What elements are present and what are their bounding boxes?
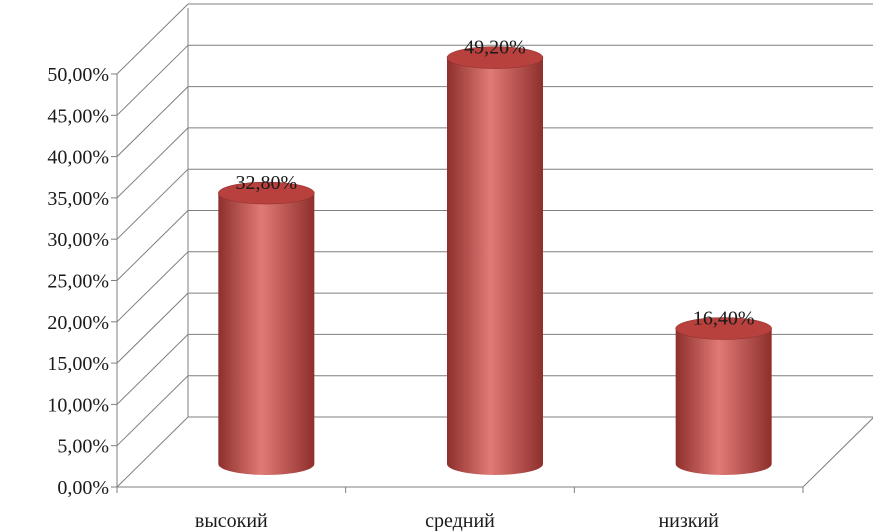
bar-1 xyxy=(218,181,315,476)
bar-body xyxy=(218,193,315,476)
y-tick-label: 40,00% xyxy=(47,147,109,169)
data-label: 32,80% xyxy=(235,172,297,194)
gridline-diagonal xyxy=(116,210,189,281)
gridline-diagonal xyxy=(116,86,189,157)
gridline-diagonal xyxy=(116,127,189,199)
bar-top xyxy=(218,181,315,205)
gridline-diagonal xyxy=(116,416,189,488)
gridline-diagonal xyxy=(116,375,189,447)
floor-edge xyxy=(802,417,873,488)
gridline-diagonal xyxy=(116,44,189,116)
y-tick-label: 25,00% xyxy=(47,271,109,293)
y-tick-label: 0,00% xyxy=(57,477,109,499)
gridline-diagonal xyxy=(116,3,189,75)
data-label: 49,20% xyxy=(464,37,526,59)
y-tick-label: 5,00% xyxy=(57,436,109,458)
bar-body xyxy=(675,328,772,476)
bar-3 xyxy=(675,317,772,476)
y-tick-label: 35,00% xyxy=(47,188,109,210)
y-tick-label: 50,00% xyxy=(47,64,109,86)
y-tick-label: 15,00% xyxy=(47,353,109,375)
labels: 0,00% 5,00% 10,00% 15,00% 20,00% 25,00% 30,00%… xyxy=(47,37,754,531)
bar-body xyxy=(447,57,543,475)
gridline-diagonal xyxy=(116,168,189,240)
y-tick-label: 45,00% xyxy=(47,105,109,127)
bars xyxy=(218,46,772,476)
gridline-diagonal xyxy=(116,251,189,323)
bar-top xyxy=(446,46,544,69)
gridline-diagonal xyxy=(116,292,189,364)
gridline-diagonal xyxy=(116,334,189,405)
y-tick-label: 10,00% xyxy=(47,394,109,416)
y-tick-label: 20,00% xyxy=(47,312,109,334)
category-label: низкий xyxy=(658,510,719,531)
bar-2 xyxy=(446,46,544,475)
bar-top xyxy=(675,317,772,340)
data-label: 16,40% xyxy=(693,308,755,330)
y-tick-label: 30,00% xyxy=(47,229,109,251)
category-label: средний xyxy=(425,510,495,531)
category-label: высокий xyxy=(195,510,268,531)
axes xyxy=(111,73,873,493)
